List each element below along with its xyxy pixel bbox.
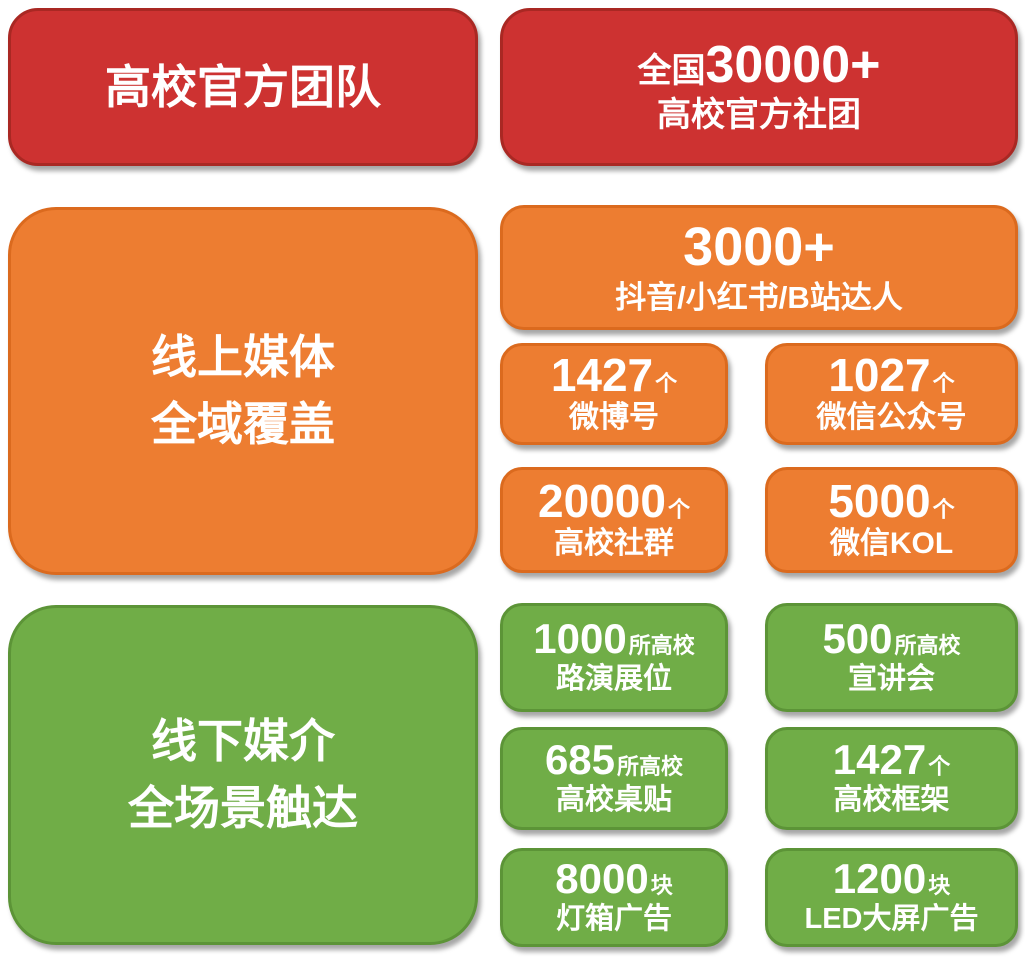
stat-number-line: 1427个 [833, 739, 950, 781]
offline-media-title-card: 线下媒介 全场景触达 [8, 605, 478, 945]
stat-number: 20000 [538, 475, 666, 528]
stat-unit: 所高校 [894, 633, 961, 659]
stat-label: 微信KOL [829, 527, 954, 561]
stat-label: 抖音/小红书/B站达人 [615, 280, 903, 316]
stat-label: 路演展位 [555, 663, 672, 696]
stat-unit: 个 [928, 754, 951, 780]
stat-number-line: 1427个 [551, 352, 677, 398]
stat-label: 高校框架 [833, 784, 950, 817]
stat-unit: 个 [667, 497, 690, 523]
stat-number-line: 685所高校 [545, 739, 683, 781]
stat-number-line: 全国30000+ [638, 39, 881, 91]
stat-number-line: 5000个 [828, 478, 954, 524]
online-media-title-line2: 全域覆盖 [151, 398, 335, 450]
official-team-card: 高校官方团队 [8, 8, 478, 166]
stat-number: 8000 [555, 855, 649, 903]
campus-frames-stat-card: 1427个 高校框架 [765, 727, 1018, 830]
stat-number: 30000+ [705, 35, 881, 94]
stat-label: 微博号 [569, 401, 659, 435]
roadshow-booths-stat-card: 1000所高校 路演展位 [500, 603, 728, 712]
led-screen-ads-stat-card: 1200块 LED大屏广告 [765, 848, 1018, 947]
stat-unit: 块 [928, 873, 951, 899]
desk-stickers-stat-card: 685所高校 高校桌贴 [500, 727, 728, 830]
stat-number: 1427 [550, 349, 654, 402]
stat-number: 1427 [832, 736, 927, 784]
stat-number-line: 20000个 [538, 478, 690, 524]
stat-label: 高校桌贴 [555, 784, 672, 817]
stat-label: 高校社群 [554, 527, 674, 561]
offline-media-title-line2: 全场景触达 [128, 782, 358, 834]
stat-label: 灯箱广告 [555, 903, 672, 936]
stat-label: LED大屏广告 [804, 903, 979, 936]
stat-number-line: 1000所高校 [533, 618, 694, 660]
influencers-stat-card: 3000+ 抖音/小红书/B站达人 [500, 205, 1018, 330]
stat-number: 1027 [828, 349, 931, 402]
stat-number: 1000 [533, 615, 627, 663]
stat-unit: 个 [932, 497, 955, 523]
wechat-official-accounts-stat-card: 1027个 微信公众号 [765, 343, 1018, 445]
offline-media-title-line1: 线下媒介 [151, 715, 335, 768]
lightbox-ads-stat-card: 8000块 灯箱广告 [500, 848, 728, 947]
stat-label: 微信公众号 [816, 401, 967, 435]
official-clubs-stat-card: 全国30000+ 高校官方社团 [500, 8, 1018, 166]
stat-number: 3000+ [683, 216, 835, 277]
online-media-title-card: 线上媒体 全域覆盖 [8, 207, 478, 575]
stat-number-line: 8000块 [555, 858, 672, 900]
stat-number: 5000 [828, 475, 931, 528]
official-team-title: 高校官方团队 [105, 60, 381, 113]
info-sessions-stat-card: 500所高校 宣讲会 [765, 603, 1018, 712]
stat-unit: 块 [650, 873, 673, 899]
online-media-title-line1: 线上媒体 [151, 331, 335, 384]
stat-number: 685 [544, 736, 616, 784]
stat-label: 高校官方社团 [657, 95, 861, 134]
stat-number-line: 500所高校 [822, 618, 960, 660]
wechat-kol-stat-card: 5000个 微信KOL [765, 467, 1018, 573]
stat-number: 500 [822, 615, 893, 663]
stat-label: 宣讲会 [847, 663, 935, 696]
stat-unit: 所高校 [617, 754, 684, 780]
stat-unit: 个 [655, 371, 678, 397]
stat-number-line: 1027个 [828, 352, 954, 398]
weibo-accounts-stat-card: 1427个 微博号 [500, 343, 728, 445]
university-groups-stat-card: 20000个 高校社群 [500, 467, 728, 573]
stat-unit: 所高校 [628, 633, 695, 659]
stat-unit: 个 [932, 371, 955, 397]
stat-number: 1200 [832, 855, 927, 903]
stat-number-line: 1200块 [833, 858, 950, 900]
stat-prefix: 全国 [637, 51, 706, 90]
